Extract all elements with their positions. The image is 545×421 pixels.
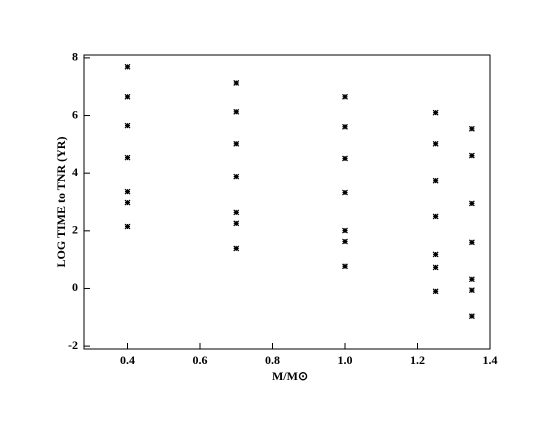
point — [342, 155, 348, 162]
point — [342, 238, 348, 245]
point — [432, 288, 439, 295]
point — [124, 199, 131, 206]
point — [342, 189, 348, 196]
y-tick-label: -2 — [68, 338, 78, 352]
point — [342, 123, 348, 130]
point — [124, 63, 131, 70]
point — [233, 140, 240, 147]
plot-frame — [83, 54, 491, 350]
point — [233, 80, 240, 86]
point — [432, 264, 439, 271]
point — [124, 154, 131, 161]
y-tick-label: 4 — [72, 165, 78, 179]
x-tick-label: 1.2 — [410, 353, 425, 367]
point — [432, 177, 439, 184]
point — [233, 245, 240, 252]
point — [342, 263, 348, 270]
point — [468, 200, 475, 207]
y-tick-label: 2 — [72, 223, 78, 237]
point — [342, 93, 348, 100]
point — [468, 125, 475, 132]
x-tick-label: 0.4 — [120, 353, 135, 367]
point — [432, 140, 439, 147]
x-tick-label: 0.8 — [265, 353, 280, 367]
x-axis-label: M/M⊙ — [272, 369, 308, 383]
point — [233, 220, 240, 227]
x-tick-label: 0.6 — [193, 353, 208, 367]
point — [468, 313, 475, 320]
point — [342, 227, 348, 234]
point — [468, 239, 475, 246]
point — [124, 188, 131, 195]
point — [468, 152, 475, 159]
point — [124, 93, 131, 100]
x-tick-label: 1.0 — [338, 353, 353, 367]
point — [432, 251, 439, 258]
x-tick-label: 1.4 — [483, 353, 498, 367]
y-tick-label: 8 — [72, 50, 78, 64]
point — [124, 223, 131, 230]
point — [432, 213, 439, 220]
point — [468, 276, 475, 283]
y-axis-label: LOG TIME to TNR (YR) — [54, 137, 68, 268]
point — [124, 122, 131, 129]
point — [233, 209, 240, 216]
y-tick-label: 6 — [72, 107, 78, 121]
y-tick-label: 0 — [72, 280, 78, 294]
point — [432, 109, 439, 116]
point — [468, 287, 475, 294]
point — [233, 173, 240, 180]
point — [233, 108, 240, 115]
